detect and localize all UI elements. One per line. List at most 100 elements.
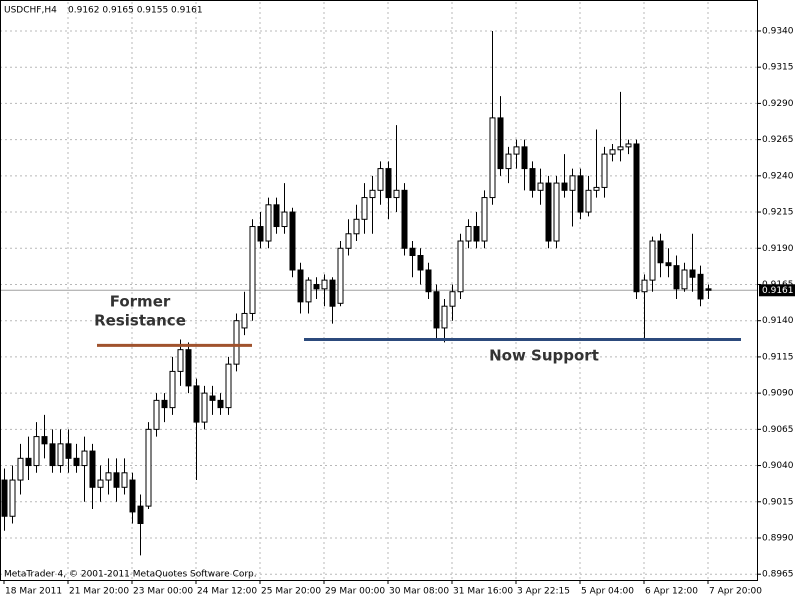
- candle-body: [553, 182, 560, 242]
- x-tick-label: 25 Mar 20:00: [261, 587, 321, 597]
- x-tick-label: 24 Mar 12:00: [197, 587, 257, 597]
- candle-body: [353, 218, 360, 235]
- candle-body: [17, 457, 24, 481]
- candle-body: [273, 204, 280, 228]
- candle-body: [233, 320, 240, 365]
- annotation-text: Resistance: [94, 312, 186, 330]
- y-tick-label: 0.8990: [762, 533, 794, 543]
- candle-body: [361, 197, 368, 220]
- x-tick-label: 21 Mar 20:00: [69, 587, 129, 597]
- candle-body: [585, 189, 592, 213]
- annotation-text: Now Support: [489, 347, 599, 365]
- candle-body: [65, 443, 72, 459]
- y-tick-label: 0.9215: [762, 208, 794, 218]
- y-tick-label: 0.9190: [762, 244, 794, 254]
- candle-body: [657, 240, 664, 264]
- chart-title: USDCHF,H4: [4, 6, 57, 16]
- candle-body: [305, 279, 312, 303]
- candle-body: [649, 240, 656, 281]
- candle-body: [609, 149, 616, 155]
- ohlc-label: 0.9162 0.9165 0.9155 0.9161: [68, 6, 203, 16]
- candle-body: [297, 269, 304, 303]
- candle-body: [129, 479, 136, 513]
- candle-body: [337, 247, 344, 304]
- candle-body: [369, 189, 376, 199]
- candle-body: [681, 269, 688, 290]
- candle-body: [697, 273, 704, 300]
- y-tick-label: 0.9015: [762, 497, 794, 507]
- candle-body: [545, 182, 552, 242]
- candle-body: [169, 370, 176, 409]
- y-tick-label: 0.9315: [762, 63, 794, 73]
- candle-body: [321, 279, 328, 290]
- candle-body: [217, 399, 224, 409]
- candle-body: [377, 168, 384, 191]
- x-tick-label: 29 Mar 00:00: [325, 587, 385, 597]
- candle-body: [161, 399, 168, 409]
- candle-body: [201, 392, 208, 423]
- candle-body: [97, 479, 104, 488]
- y-tick-label: 0.9040: [762, 461, 794, 471]
- plot-frame: [0, 0, 758, 581]
- candle-body: [281, 211, 288, 228]
- grid: [0, 2, 757, 580]
- candle-body: [249, 226, 256, 314]
- last-price-box: [759, 284, 795, 297]
- x-tick-label: 30 Mar 08:00: [389, 587, 449, 597]
- candle-body: [665, 262, 672, 267]
- candle-body: [569, 175, 576, 191]
- candle-body: [177, 349, 184, 372]
- candle-body: [409, 247, 416, 257]
- candle-body: [145, 428, 152, 507]
- candle-body: [417, 255, 424, 271]
- candle-body: [153, 399, 160, 430]
- candle-body: [497, 117, 504, 170]
- candle-body: [617, 146, 624, 151]
- candle-body: [513, 146, 520, 155]
- candle-body: [601, 153, 608, 188]
- x-tick-label: 3 Apr 22:15: [517, 587, 570, 597]
- candle-body: [425, 269, 432, 293]
- annotation-text: Former: [110, 293, 171, 311]
- candle-body: [473, 226, 480, 242]
- candle-body: [49, 443, 56, 467]
- candle-body: [441, 305, 448, 329]
- candle-body: [689, 269, 696, 278]
- candle-body: [401, 189, 408, 249]
- candle-body: [33, 436, 40, 467]
- candle-body: [433, 291, 440, 329]
- candle-body: [521, 146, 528, 170]
- candle-body: [225, 363, 232, 409]
- candle-body: [81, 450, 88, 467]
- last-price-label: 0.9161: [762, 286, 794, 296]
- candle-body: [641, 279, 648, 293]
- candle-body: [481, 197, 488, 242]
- candle-body: [73, 457, 80, 467]
- candle-body: [449, 291, 456, 307]
- candles: [1, 30, 712, 556]
- candle-body: [457, 240, 464, 293]
- candle-body: [209, 395, 216, 401]
- candle-body: [185, 349, 192, 387]
- y-tick-label: 0.9065: [762, 425, 794, 435]
- candle-body: [113, 472, 120, 488]
- candle-body: [313, 283, 320, 290]
- candle-body: [625, 143, 632, 148]
- candle-body: [329, 279, 336, 307]
- candle-body: [265, 204, 272, 242]
- candle-body: [633, 143, 640, 293]
- candle-body: [385, 168, 392, 199]
- footer: MetaTrader 4, © 2001-2011 MetaQuotes Sof…: [4, 570, 257, 580]
- x-tick-label: 5 Apr 04:00: [581, 587, 634, 597]
- candle-body: [345, 233, 352, 249]
- candle-body: [105, 472, 112, 481]
- y-tick-label: 0.9140: [762, 316, 794, 326]
- candle-body: [1, 479, 8, 517]
- candle-body: [121, 472, 128, 488]
- candle-body: [465, 226, 472, 242]
- candle-body: [241, 312, 248, 329]
- y-tick-label: 0.9090: [762, 389, 794, 399]
- candle-body: [193, 385, 200, 423]
- candle-body: [561, 182, 568, 191]
